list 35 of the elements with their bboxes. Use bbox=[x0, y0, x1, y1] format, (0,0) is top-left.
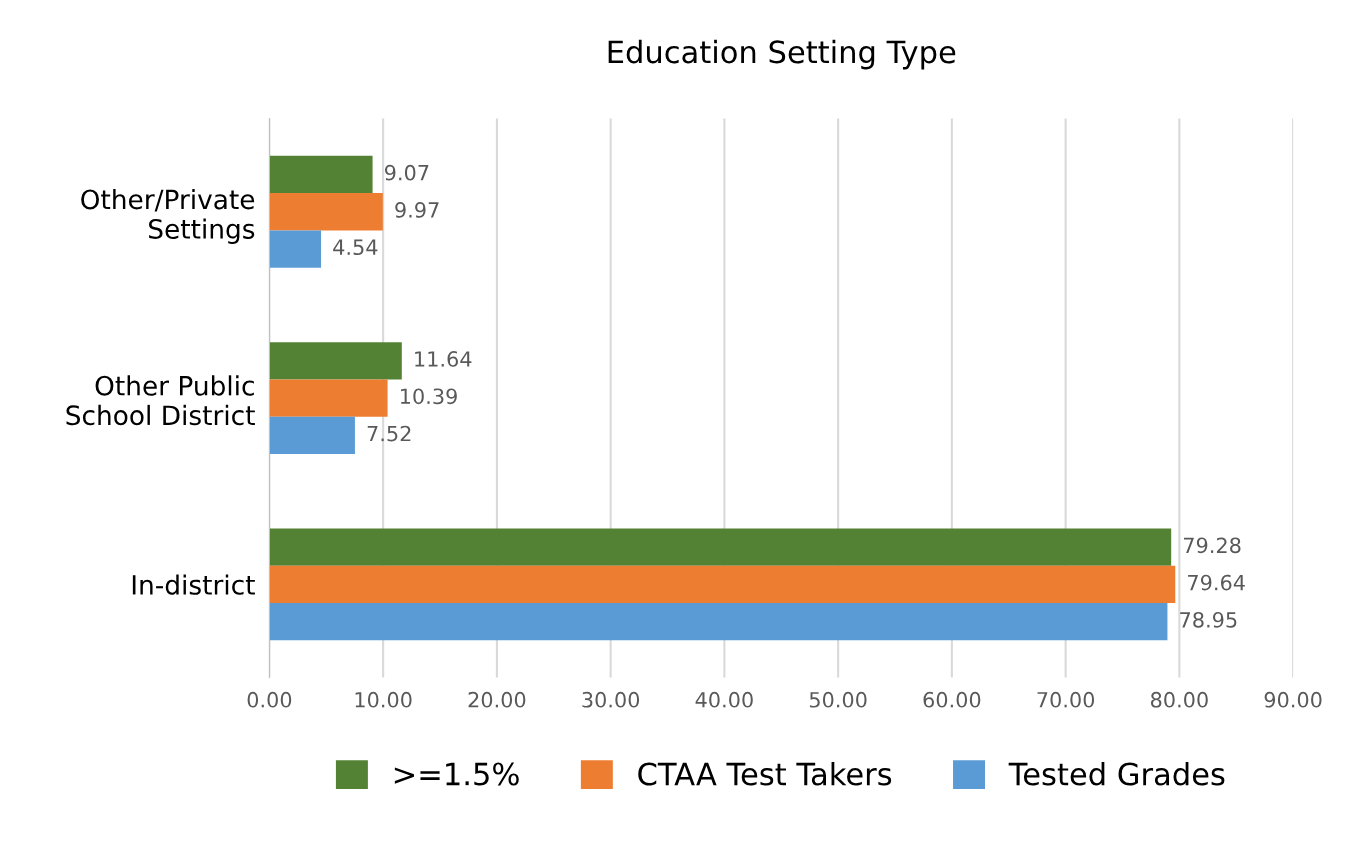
x-tick-label: 70.00 bbox=[1037, 691, 1095, 708]
data-label: 4.54 bbox=[333, 239, 378, 256]
bar bbox=[269, 342, 402, 380]
data-label: 9.07 bbox=[384, 164, 429, 181]
x-tick-label: 40.00 bbox=[695, 691, 753, 708]
data-label: 78.95 bbox=[1180, 611, 1237, 628]
y-tick-label: Other Public School District bbox=[66, 375, 255, 426]
bar bbox=[269, 193, 383, 231]
x-tick-label: 0.00 bbox=[247, 691, 292, 708]
legend-label: >=1.5% bbox=[394, 762, 519, 786]
x-tick-label: 10.00 bbox=[355, 691, 412, 708]
y-tick-label: Other/Private Settings bbox=[81, 188, 255, 245]
bar bbox=[269, 379, 388, 417]
data-label: 10.39 bbox=[400, 388, 457, 405]
x-tick-label: 60.00 bbox=[923, 691, 981, 708]
y-tick-label: In-district bbox=[132, 574, 255, 595]
bar bbox=[269, 230, 322, 268]
x-tick-label: 50.00 bbox=[809, 691, 867, 708]
bar bbox=[269, 416, 355, 454]
bar bbox=[269, 603, 1168, 641]
legend-label: CTAA Test Takers bbox=[638, 761, 892, 786]
bar bbox=[269, 155, 373, 194]
x-tick-label: 30.00 bbox=[582, 691, 640, 708]
x-tick-label: 20.00 bbox=[468, 691, 526, 708]
legend-label: Tested Grades bbox=[1008, 761, 1225, 786]
bar bbox=[269, 528, 1172, 566]
data-label: 11.64 bbox=[415, 351, 472, 367]
data-label: 7.52 bbox=[367, 425, 411, 442]
bar bbox=[269, 565, 1176, 604]
x-tick-label: 80.00 bbox=[1150, 691, 1208, 708]
data-label: 79.64 bbox=[1188, 574, 1245, 591]
x-tick-label: 90.00 bbox=[1264, 691, 1322, 708]
data-label: 9.97 bbox=[395, 202, 439, 218]
chart-title: Education Setting Type bbox=[608, 39, 956, 70]
data-label: 79.28 bbox=[1184, 537, 1241, 554]
